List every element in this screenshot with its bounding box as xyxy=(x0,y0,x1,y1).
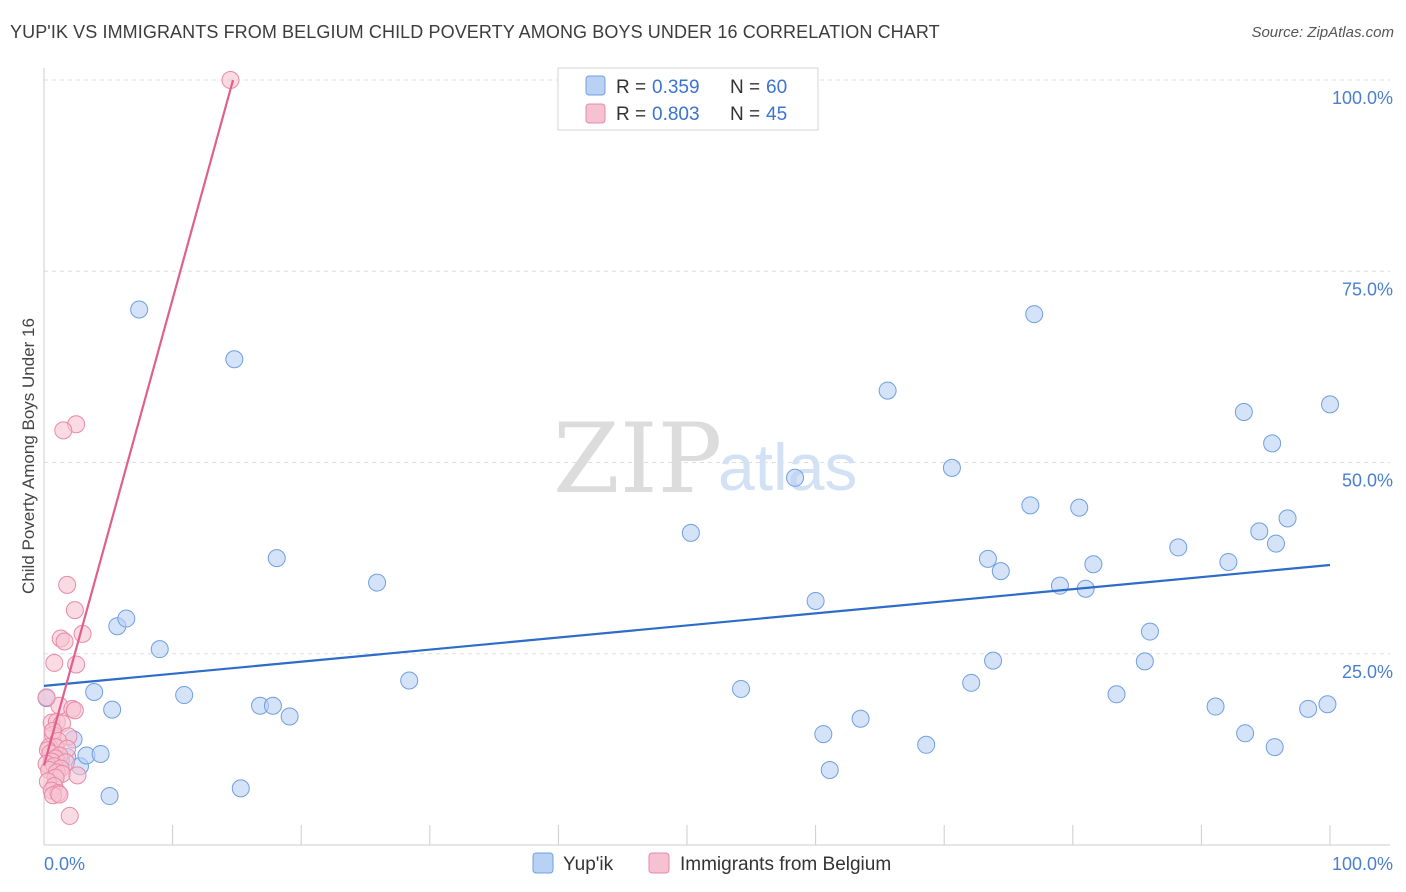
point-yupik-58 xyxy=(1321,395,1339,414)
point-yupik-7 xyxy=(91,744,110,763)
point-yupik-43 xyxy=(1107,685,1126,704)
bottom-legend-label-belgium: Immigrants from Belgium xyxy=(680,854,891,875)
point-yupik-54 xyxy=(1266,534,1285,553)
trend-lines xyxy=(42,79,1331,766)
point-yupik-26 xyxy=(806,591,825,610)
point-belgium-42 xyxy=(50,785,69,804)
point-belgium-2 xyxy=(54,421,73,440)
watermark-atlas: atlas xyxy=(718,430,857,504)
point-yupik-48 xyxy=(1219,552,1238,571)
point-yupik-44 xyxy=(1135,652,1154,671)
point-yupik-23 xyxy=(681,523,700,542)
point-yupik-15 xyxy=(225,350,244,369)
trend-line-belgium xyxy=(42,79,235,766)
legend-r-value-2: 0.803 xyxy=(652,104,700,125)
point-yupik-16 xyxy=(231,779,250,798)
point-yupik-33 xyxy=(962,673,981,692)
grid-lines xyxy=(44,79,1390,655)
legend: R = 0.359 N = 60 R = 0.803 N = 45 xyxy=(557,67,819,131)
legend-n-label-2: N = xyxy=(730,104,760,125)
axes xyxy=(43,68,1390,846)
y-tick-label-0: 25.0% xyxy=(1342,662,1393,682)
y-tick-label-2: 75.0% xyxy=(1342,279,1393,299)
point-yupik-38 xyxy=(1025,305,1044,324)
x-tick-label-0: 0.0% xyxy=(44,854,85,874)
point-yupik-21 xyxy=(368,573,387,592)
point-yupik-11 xyxy=(117,609,136,628)
x-tick-label-1: 100.0% xyxy=(1332,854,1393,874)
point-yupik-22 xyxy=(400,671,419,690)
point-yupik-12 xyxy=(130,300,149,319)
legend-swatch-yupik xyxy=(585,75,606,96)
point-yupik-13 xyxy=(150,640,169,659)
point-yupik-6 xyxy=(85,683,104,701)
point-yupik-35 xyxy=(984,651,1003,670)
legend-swatch-belgium xyxy=(585,103,606,124)
series-belgium-points xyxy=(37,71,240,825)
point-yupik-14 xyxy=(175,686,194,705)
point-belgium-4 xyxy=(65,601,84,620)
point-yupik-55 xyxy=(1278,509,1297,528)
bottom-legend-swatch-yupik xyxy=(532,852,554,874)
point-belgium-3 xyxy=(58,575,77,594)
point-belgium-8 xyxy=(45,653,64,672)
point-yupik-20 xyxy=(280,707,299,726)
legend-n-label-1: N = xyxy=(730,77,760,98)
point-yupik-49 xyxy=(1234,403,1253,422)
y-tick-labels: 25.0% 50.0% 75.0% 100.0% xyxy=(1332,88,1393,682)
point-belgium-7 xyxy=(55,632,74,651)
point-yupik-8 xyxy=(100,787,119,806)
y-tick-label-1: 50.0% xyxy=(1342,471,1393,491)
point-yupik-25 xyxy=(786,468,805,487)
point-yupik-30 xyxy=(878,381,897,400)
bottom-legend-label-yupik: Yup'ik xyxy=(563,854,614,875)
y-tick-label-3: 100.0% xyxy=(1332,88,1393,108)
chart-title: YUP'IK VS IMMIGRANTS FROM BELGIUM CHILD … xyxy=(10,22,940,42)
legend-n-value-1: 60 xyxy=(766,77,787,98)
point-yupik-9 xyxy=(103,700,122,719)
legend-n-value-2: 45 xyxy=(766,104,787,125)
point-yupik-28 xyxy=(820,761,839,780)
x-tick-labels: 0.0% 100.0% xyxy=(44,854,1393,874)
y-axis-label: Child Poverty Among Boys Under 16 xyxy=(19,318,38,594)
point-yupik-51 xyxy=(1250,522,1269,541)
point-yupik-42 xyxy=(1084,555,1103,574)
bottom-legend: Yup'ik Immigrants from Belgium xyxy=(532,852,891,875)
point-yupik-19 xyxy=(267,549,286,568)
legend-r-label-2: R = xyxy=(616,104,646,125)
point-yupik-24 xyxy=(732,679,751,698)
point-yupik-50 xyxy=(1236,724,1255,743)
trend-line-yupik xyxy=(43,563,1331,687)
point-belgium-35 xyxy=(68,766,87,785)
point-yupik-29 xyxy=(851,709,870,728)
point-yupik-32 xyxy=(942,458,961,477)
point-yupik-46 xyxy=(1169,538,1188,557)
source-credit: Source: ZipAtlas.com xyxy=(1251,24,1394,41)
bottom-legend-swatch-belgium xyxy=(648,852,670,874)
point-yupik-18 xyxy=(263,696,282,715)
point-yupik-34 xyxy=(978,549,997,568)
series-yupik-points xyxy=(37,300,1339,806)
point-belgium-44 xyxy=(37,688,56,707)
point-yupik-56 xyxy=(1299,699,1318,718)
point-yupik-31 xyxy=(917,735,936,754)
point-yupik-57 xyxy=(1318,695,1337,714)
point-yupik-27 xyxy=(814,725,833,744)
watermark-zip: ZIP xyxy=(553,403,722,515)
point-belgium-43 xyxy=(60,806,79,825)
legend-r-label-1: R = xyxy=(616,77,646,98)
point-yupik-52 xyxy=(1263,434,1282,453)
point-yupik-47 xyxy=(1206,697,1225,716)
point-yupik-37 xyxy=(1021,496,1040,515)
point-belgium-12 xyxy=(65,701,84,720)
point-yupik-40 xyxy=(1070,498,1089,517)
watermark: ZIP atlas xyxy=(553,403,857,515)
legend-r-value-1: 0.359 xyxy=(652,77,700,98)
point-yupik-53 xyxy=(1265,738,1284,757)
point-yupik-36 xyxy=(991,562,1010,581)
point-yupik-45 xyxy=(1140,622,1159,641)
